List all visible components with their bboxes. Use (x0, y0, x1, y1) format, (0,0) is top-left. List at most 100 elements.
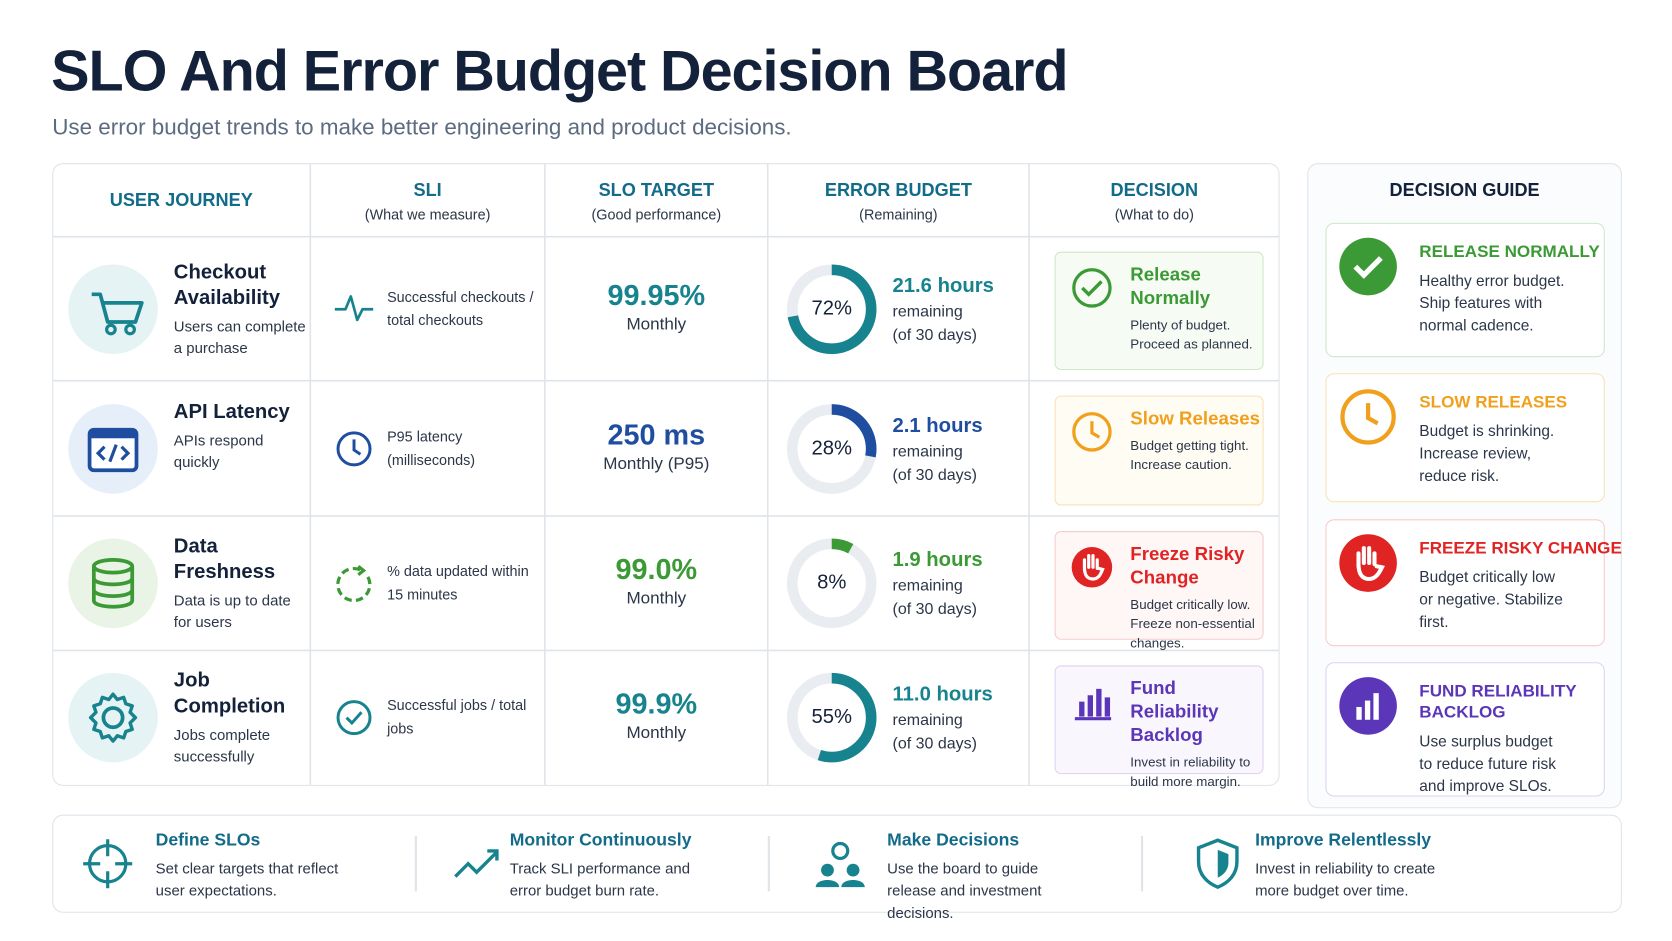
journey-icon (68, 403, 158, 494)
journey-name: Checkout Availability (173, 260, 281, 309)
footer-text: Use the board to guide release and inves… (887, 859, 1042, 922)
footer-text: Set clear targets that reflect user expe… (155, 859, 339, 899)
budget-period: (of 30 days) (892, 734, 977, 753)
decision-title: Slow Releases (1130, 407, 1260, 429)
sli-text: P95 latency (milliseconds) (387, 428, 476, 468)
budget-remaining: remaining (892, 302, 963, 321)
guide-item-text: Healthy error budget. Ship features with… (1419, 272, 1565, 335)
guide-content: RELEASE NORMALLY Healthy error budget. Sh… (1419, 242, 1600, 338)
decision-text: Plenty of budget. Proceed as planned. (1130, 317, 1253, 352)
column-title: SLO TARGET (598, 180, 715, 201)
budget-hours: 21.6 hours (892, 274, 994, 297)
donut-arc (786, 263, 877, 354)
guide-item-text: Use surplus budget to reduce future risk… (1419, 733, 1556, 796)
budget-hours: 1.9 hours (892, 549, 983, 572)
budget-percent: 55% (811, 705, 853, 729)
journey-cell: Data Freshness Data is up to date for use… (174, 534, 307, 632)
budget-period: (of 30 days) (892, 325, 977, 344)
guide-item-title: FUND RELIABILITY BACKLOG (1419, 682, 1577, 722)
decision-text: Invest in reliability to build more marg… (1130, 754, 1251, 790)
budget-period: (of 30 days) (892, 465, 977, 484)
guide-item-text: Budget critically low or negative. Stabi… (1419, 569, 1563, 632)
column-subtitle: (What to do) (1114, 206, 1194, 223)
budget-remaining: remaining (892, 576, 963, 596)
guide-item-title: RELEASE NORMALLY (1419, 243, 1600, 262)
target-period: Monthly (626, 589, 687, 608)
budget-donut (786, 538, 877, 629)
footer-text: Track SLI performance and error budget b… (509, 859, 691, 899)
budget-hours: 11.0 hours (892, 683, 993, 706)
journey-icon (68, 538, 158, 629)
footer-icon (454, 849, 499, 878)
budget-donut (786, 403, 877, 494)
donut-arc (786, 538, 877, 629)
footer-panel (52, 814, 1622, 913)
sli-text: Successful checkouts / total checkouts (387, 288, 534, 328)
target-value: 99.95% (607, 278, 706, 311)
guide-icon (1340, 389, 1396, 445)
journey-description: Data is up to date for users (173, 591, 291, 631)
decision-content: Freeze Risky Change Budget critically low… (1130, 542, 1260, 653)
footer-title: Improve Relentlessly (1255, 830, 1432, 850)
guide-title: DECISION GUIDE (1389, 180, 1540, 201)
journey-name: API Latency (173, 400, 290, 423)
guide-card (1325, 373, 1605, 503)
sli-icon (336, 564, 372, 603)
budget-donut (786, 672, 877, 763)
sli-text: % data updated within 15 minutes (387, 563, 529, 603)
sli-text: Successful jobs / total jobs (387, 697, 527, 737)
budget-hours: 2.1 hours (892, 414, 983, 437)
journey-cell: Checkout Availability Users can complete … (174, 260, 307, 358)
decision-title: Fund Reliability Backlog (1130, 677, 1219, 746)
guide-item-title: SLOW RELEASES (1419, 393, 1568, 412)
column-title: SLI (413, 180, 442, 201)
target-value: 250 ms (607, 418, 706, 451)
sli-icon (334, 294, 374, 321)
journey-icon (68, 672, 158, 763)
guide-icon (1339, 677, 1397, 735)
decision-icon (1071, 547, 1113, 588)
target-period: Monthly (P95) (603, 454, 710, 473)
footer-icon (815, 841, 865, 888)
footer-title: Monitor Continuously (509, 830, 692, 850)
decision-icon (1072, 412, 1112, 452)
decision-title: Freeze Risky Change (1130, 542, 1245, 588)
journey-cell: Job Completion Jobs complete successfully (174, 669, 307, 767)
footer-icon (83, 839, 133, 889)
budget-percent: 72% (811, 296, 853, 320)
decision-text: Budget critically low. Freeze non-essent… (1130, 597, 1255, 651)
journey-cell: API Latency APIs respond quickly (174, 399, 307, 472)
footer-text: Invest in reliability to create more bud… (1255, 859, 1436, 899)
guide-item-text: Budget is shrinking. Increase review, re… (1419, 423, 1555, 486)
budget-remaining: remaining (892, 441, 963, 461)
donut-arc (786, 403, 877, 494)
decision-title: Release Normally (1130, 263, 1211, 309)
budget-percent: 8% (817, 571, 847, 594)
footer-title: Define SLOs (155, 830, 261, 850)
sli-icon (336, 700, 372, 736)
donut-arc (786, 672, 877, 763)
target-period: Monthly (626, 315, 687, 334)
column-title: DECISION (1110, 180, 1199, 201)
footer-icon (1196, 838, 1239, 890)
guide-content: FUND RELIABILITY BACKLOG Use surplus budg… (1419, 681, 1600, 798)
guide-content: FREEZE RISKY CHANGE Budget critically low… (1419, 538, 1622, 634)
journey-name: Data Freshness (173, 535, 276, 584)
decision-text: Budget getting tight. Increase caution. (1130, 438, 1249, 473)
decision-content: Fund Reliability Backlog Invest in reliab… (1130, 676, 1260, 791)
budget-percent: 28% (811, 436, 853, 460)
footer-divider (767, 836, 770, 892)
journey-description: Users can complete a purchase (173, 317, 306, 356)
decision-content: Slow Releases Budget getting tight. Incre… (1130, 406, 1260, 474)
subtitle: Use error budget trends to make better e… (52, 115, 792, 140)
table (52, 163, 1280, 786)
target-value: 99.0% (615, 553, 698, 586)
target-period: Monthly (626, 724, 687, 743)
budget-remaining: remaining (892, 711, 963, 730)
footer-divider (414, 836, 417, 892)
guide-item-title: FREEZE RISKY CHANGE (1419, 539, 1622, 558)
guide-icon (1339, 237, 1397, 296)
